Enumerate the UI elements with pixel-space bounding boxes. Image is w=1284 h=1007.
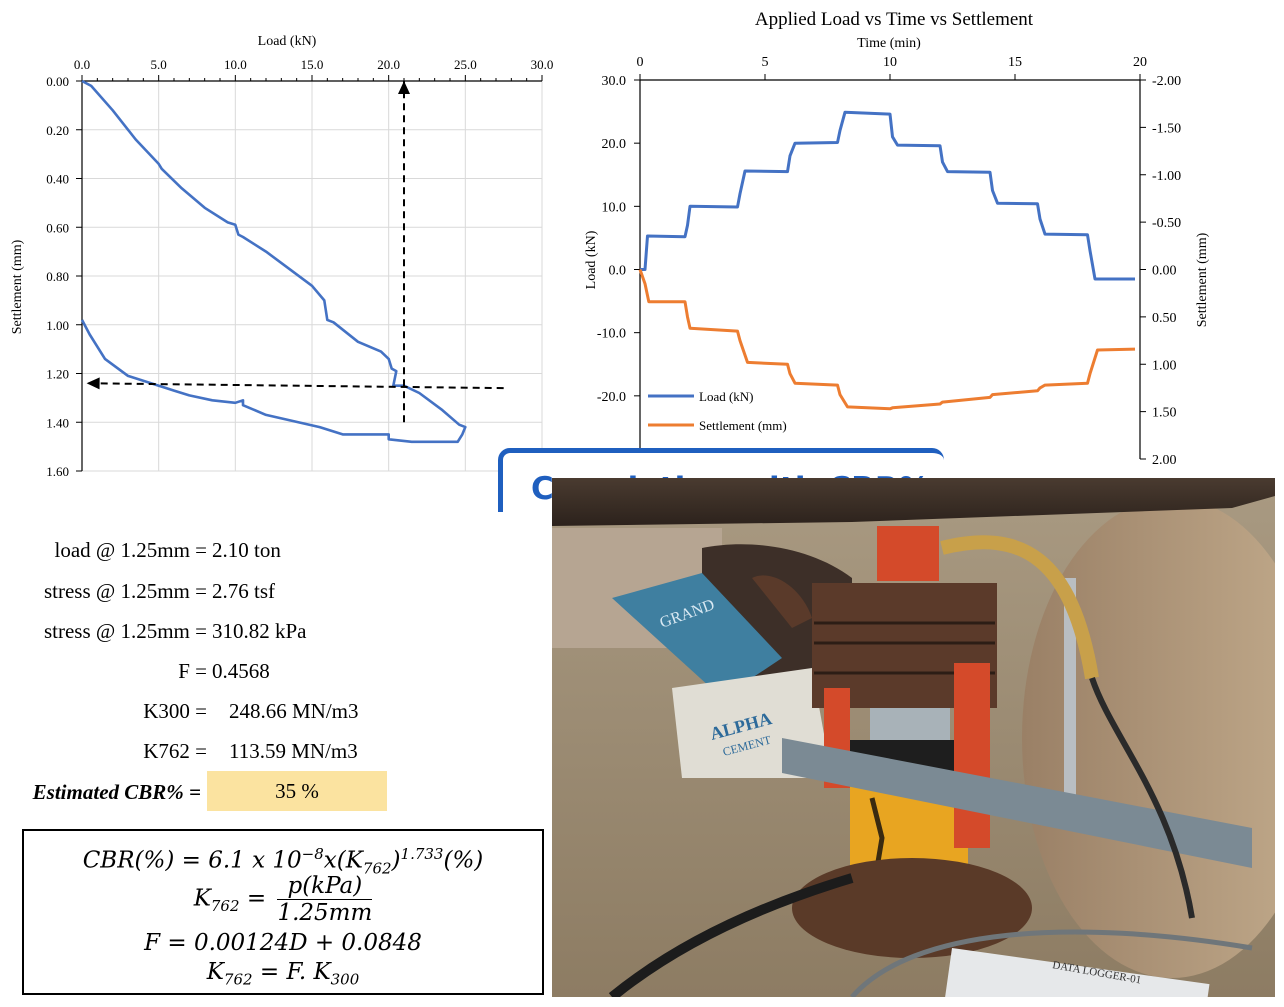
chart1-ytick-label: 0.00: [46, 74, 69, 89]
chart2-ytick-label-left: -20.0: [597, 390, 626, 405]
chart1-ytick-label: 0.80: [46, 269, 69, 284]
chart1-xtick-label: 25.0: [454, 57, 477, 72]
chart1-xtick-label: 0.0: [74, 57, 90, 72]
result-label: stress @ 1.25mm =: [43, 579, 207, 603]
chart2-ytick-label-right: 2.00: [1152, 453, 1177, 468]
photo-grey-cable: [850, 929, 1253, 997]
chart2-ytick-label-right: -1.50: [1152, 121, 1181, 136]
chart2-series-load: [640, 110, 1135, 281]
result-row: stress @ 1.25mm = 2.76 tsf: [0, 579, 275, 605]
chart2-xlabel: Time (min): [857, 36, 921, 51]
result-value: 2.10 ton: [212, 538, 281, 562]
formula-cbr: CBR(%) = 6.1 x 10−8x(K762)1.733(%): [82, 845, 484, 878]
chart2-xtick-label: 0: [637, 55, 644, 70]
result-row: F = 0.4568: [0, 659, 270, 685]
chart2-ytick-label-right: 1.00: [1152, 358, 1177, 373]
chart2-ylabel-right: Settlement (mm): [1195, 232, 1210, 327]
chart1-xtick-label: 10.0: [224, 57, 247, 72]
result-row: K300 = 248.66 MN/m3: [0, 699, 358, 725]
cbr-value-box: 35 %: [207, 771, 387, 811]
chart1-xtick-label: 5.0: [151, 57, 167, 72]
formula-f: F = 0.00124D + 0.0848: [144, 930, 422, 956]
legend-label-settlement: Settlement (mm): [699, 418, 787, 433]
load-time-settlement-chart: Applied Load vs Time vs Settlement Time …: [584, 9, 1210, 468]
chart2-ytick-label-left: -10.0: [597, 327, 626, 342]
photo-beam: [552, 478, 1275, 526]
photo-red-stand-right: [954, 663, 990, 848]
chart1-dashed-arrow: [86, 382, 504, 390]
chart2-ytick-label-right: -2.00: [1152, 74, 1181, 89]
cbr-row: Estimated CBR% =: [0, 780, 201, 806]
chart1-xlabel: Load (kN): [258, 34, 317, 49]
chart2-xtick-label: 20: [1133, 55, 1147, 70]
chart1-xtick-label: 20.0: [377, 57, 400, 72]
chart1-arrowhead: [398, 81, 410, 94]
photo-frame-bar: [782, 738, 1252, 868]
chart2-ytick-label-right: 1.50: [1152, 406, 1177, 421]
cbr-label: Estimated CBR% =: [32, 780, 201, 804]
chart1-ytick-label: 0.40: [46, 172, 69, 187]
cbr-value: 35 %: [275, 779, 319, 803]
result-value: 310.82 kPa: [212, 619, 307, 643]
chart2-title: Applied Load vs Time vs Settlement: [755, 9, 1034, 30]
chart1-ytick-label: 1.20: [46, 367, 69, 382]
chart1-ytick-label: 0.60: [46, 220, 69, 235]
result-row: stress @ 1.25mm = 310.82 kPa: [0, 619, 307, 645]
photo-cement-bag-blue: [612, 573, 782, 698]
photo-data-logger: [943, 948, 1210, 997]
chart1-series-line: [80, 79, 467, 444]
photo-red-top-plate: [877, 526, 939, 581]
chart1-arrowhead: [86, 377, 100, 390]
chart2-series-settlement: [638, 269, 1136, 411]
result-value: 2.76 tsf: [212, 579, 275, 603]
legend-label-load: Load (kN): [699, 389, 754, 404]
photo-piston: [870, 708, 950, 743]
result-value: 113.59 MN/m3: [229, 739, 358, 763]
chart1-ytick-label: 1.00: [46, 318, 69, 333]
chart1-ytick-label: 1.60: [46, 464, 69, 479]
chart1-ylabel: Settlement (mm): [10, 239, 25, 334]
chart2-ylabel-left: Load (kN): [584, 230, 599, 289]
plate-load-test-photo: GRAND ALPHA CEMENT DATA LOGGER-01: [552, 478, 1275, 997]
result-row: load @ 1.25mm = 2.10 ton: [0, 538, 280, 564]
chart1-ytick-label: 1.40: [46, 415, 69, 430]
result-label: K762 =: [143, 739, 207, 763]
result-label: F =: [178, 659, 207, 683]
result-label: K300 =: [143, 699, 207, 723]
photo-worker-arm: [752, 575, 812, 628]
photo-hydraulic-hose: [608, 873, 854, 997]
chart2-legend: Load (kN) Settlement (mm): [648, 389, 787, 433]
result-value: 0.4568: [212, 659, 270, 683]
chart2-ytick-label-left: 20.0: [602, 137, 627, 152]
photo-yellow-hose: [940, 535, 1099, 680]
result-value: 248.66 MN/m3: [229, 699, 359, 723]
chart2-ytick-label-left: 30.0: [602, 74, 627, 89]
chart2-ytick-label-right: -1.00: [1152, 169, 1181, 184]
result-label: load @ 1.25mm =: [54, 538, 207, 562]
result-row: K762 = 113.59 MN/m3: [0, 739, 358, 765]
load-settlement-chart: Load (kN) Settlement (mm) 0.0 5.0 10.0 15.0…: [10, 34, 554, 479]
photo-gauge-post: [1064, 578, 1076, 808]
photo-bearing-plate: [792, 858, 1032, 958]
chart2-ytick-label-left: 0.0: [609, 264, 627, 279]
chart2-xtick-label: 10: [883, 55, 897, 70]
chart2-ytick-label-right: 0.00: [1152, 264, 1177, 279]
formula-k762: K762 = p(kPa) 1.25mm: [193, 873, 373, 926]
chart2-ytick-label-left: 10.0: [602, 200, 627, 215]
formula-box: CBR(%) = 6.1 x 10−8x(K762)1.733(%) K762 …: [22, 829, 544, 995]
chart1-xtick-label: 30.0: [531, 57, 554, 72]
formula-k762-k300: K762 = F. K300: [206, 959, 360, 989]
chart2-ytick-label-right: 0.50: [1152, 311, 1177, 326]
chart1-xtick-label: 15.0: [301, 57, 324, 72]
chart2-xtick-label: 15: [1008, 55, 1022, 70]
chart2-ytick-label-right: -0.50: [1152, 216, 1181, 231]
result-label: stress @ 1.25mm =: [43, 619, 207, 643]
chart2-xtick-label: 5: [762, 55, 769, 70]
photo-black-cable: [1089, 677, 1195, 919]
chart1-ytick-label: 0.20: [46, 123, 69, 138]
